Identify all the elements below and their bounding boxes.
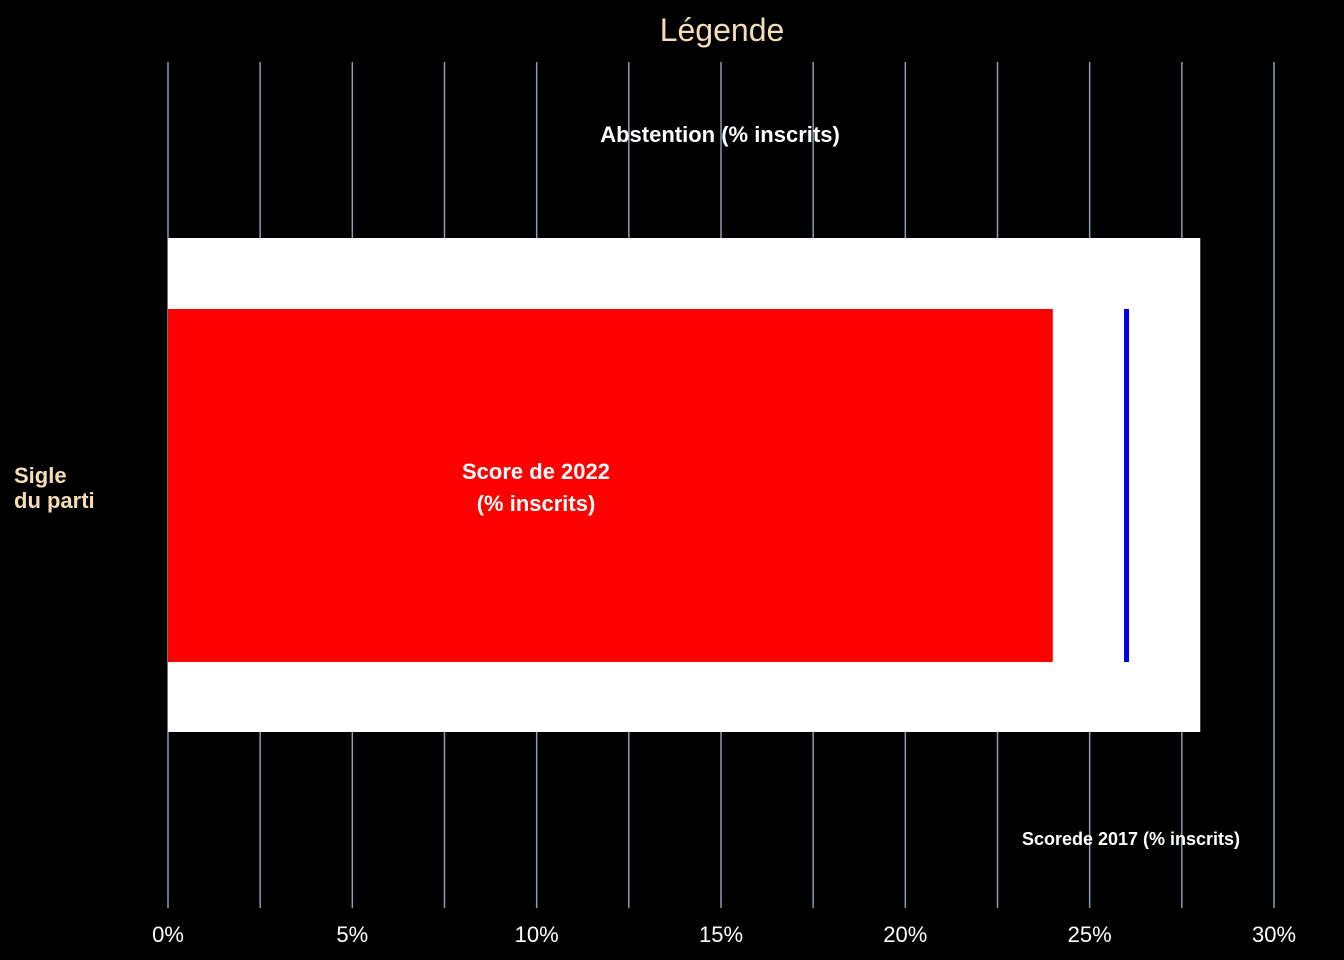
x-tick-label: 5% [336,922,368,947]
x-tick-label: 25% [1068,922,1112,947]
x-tick-label: 10% [515,922,559,947]
x-tick-label: 15% [699,922,743,947]
x-tick-label: 0% [152,922,184,947]
score-2022-label-line1: Score de 2022 [462,459,610,484]
x-tick-label: 30% [1252,922,1296,947]
score-2022-label-line2: (% inscrits) [477,491,596,516]
category-label-line1: Sigle [14,463,67,488]
x-axis-tick-labels: 0% 5% 10% 15% 20% 25% 30% [152,922,1296,947]
x-tick-label: 20% [883,922,927,947]
chart-title: Légende [660,12,785,48]
score-2017-label: Scorede 2017 (% inscrits) [1022,829,1240,849]
score-2022-bar [168,309,1053,662]
abstention-label: Abstention (% inscrits) [600,122,840,147]
bars [168,238,1201,732]
category-label-line2: du parti [14,488,95,513]
